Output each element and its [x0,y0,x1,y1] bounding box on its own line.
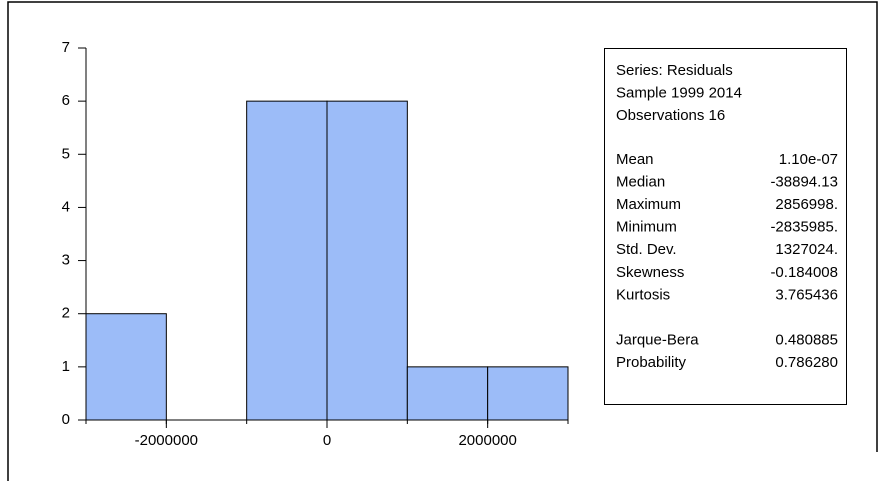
y-tick-label: 5 [62,145,70,162]
stat-value: 1327024. [775,241,838,258]
stat-label: Median [616,173,665,190]
x-tick-label: 0 [323,432,331,449]
x-tick-label: -2000000 [135,432,198,449]
stat-value: 1.10e-07 [779,151,838,168]
stat-value: -38894.13 [770,173,838,190]
bar [246,100,328,421]
y-tick-label: 6 [62,92,70,109]
bar [406,366,489,421]
stat-label: Probability [616,354,687,371]
bar [85,313,167,421]
stat-label: Skewness [616,264,684,281]
stat-value: 3.765436 [775,286,838,303]
x-tick-label: 2000000 [458,432,516,449]
stat-label: Jarque-Bera [616,332,699,349]
stat-label: Minimum [616,219,677,236]
y-tick-label: 2 [62,305,70,322]
stat-value: -0.184008 [770,264,838,281]
bar [487,366,569,421]
stats-header: Series: Residuals [616,62,733,79]
bar [326,100,408,421]
y-tick-label: 1 [62,358,70,375]
stats-header: Observations 16 [616,107,725,124]
frame [7,1,878,481]
stats-box [604,48,847,405]
y-tick-label: 4 [62,198,70,215]
stat-label: Kurtosis [616,286,670,303]
stat-label: Maximum [616,196,681,213]
stat-value: 0.480885 [775,332,838,349]
y-tick-label: 0 [62,411,70,428]
y-tick-label: 7 [62,39,70,56]
stat-value: 0.786280 [775,354,838,371]
stat-label: Mean [616,151,654,168]
stats-header: Sample 1999 2014 [616,85,742,102]
y-tick-label: 3 [62,252,70,269]
stat-value: 2856998. [775,196,838,213]
stat-label: Std. Dev. [616,241,677,258]
stat-value: -2835985. [770,219,838,236]
